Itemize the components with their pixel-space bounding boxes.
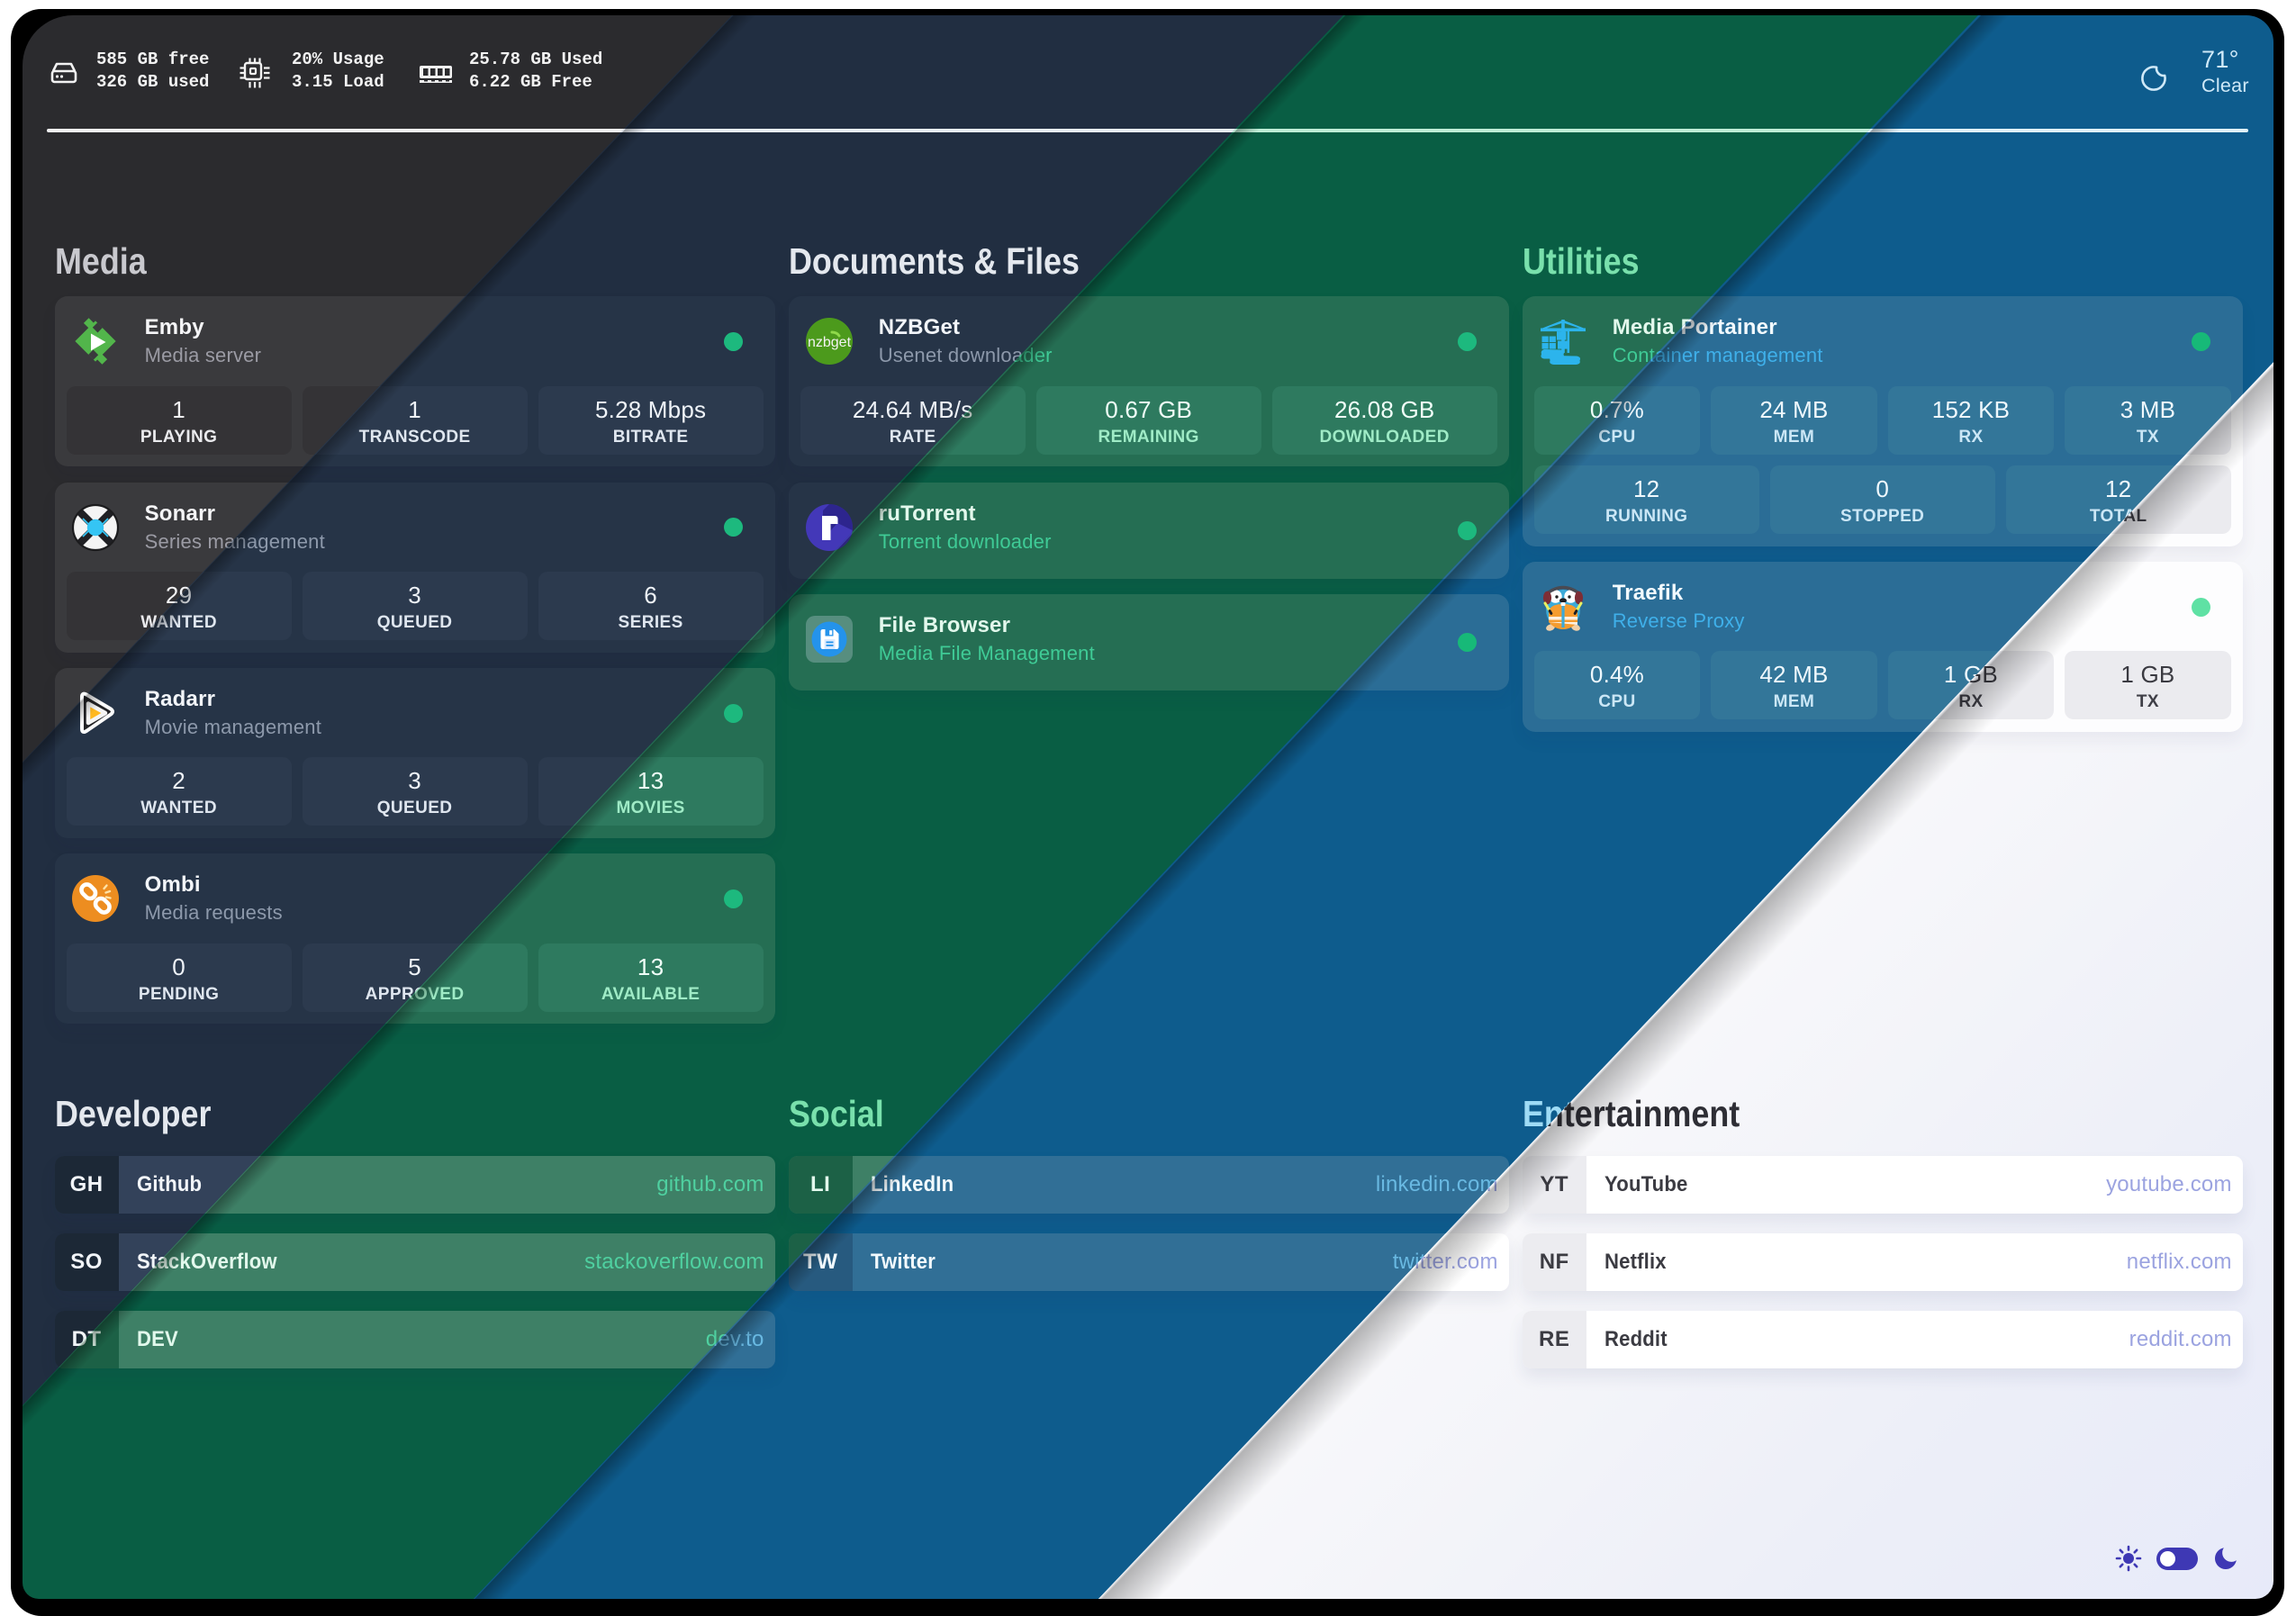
svg-text:nzbget: nzbget (808, 335, 852, 350)
